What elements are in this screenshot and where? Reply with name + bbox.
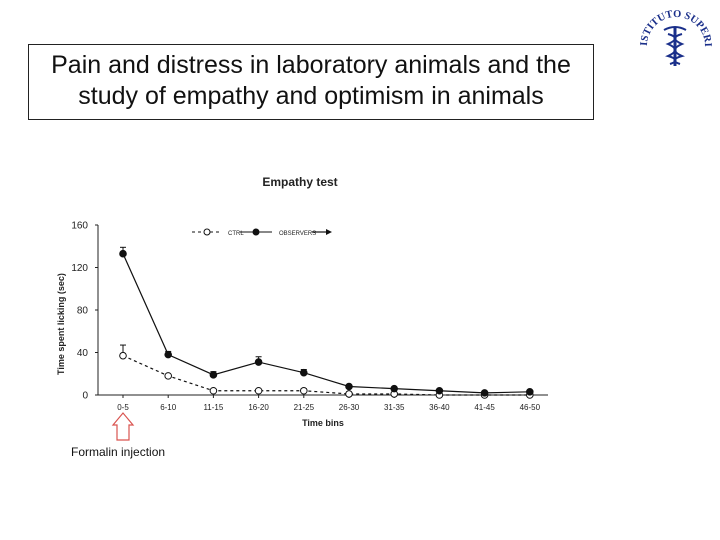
x-tick-label: 26-30 [339, 403, 360, 412]
y-axis-label: Time spent licking (sec) [56, 273, 66, 375]
formalin-arrow-icon [111, 412, 135, 441]
formalin-injection-label: Formalin injection [71, 445, 166, 459]
data-point-ctrl [300, 386, 308, 395]
data-point-observers [345, 382, 353, 391]
x-tick-label: 41-45 [474, 403, 495, 412]
title-box [28, 44, 594, 120]
data-point-observers [300, 368, 308, 377]
iss-logo: ISTITUTO SUPERIORE DI SANITÀ [634, 4, 713, 66]
y-tick-label: 120 [71, 263, 88, 274]
y-tick-label: 40 [77, 348, 89, 359]
series-line-ctrl [122, 355, 530, 396]
data-point-ctrl [345, 390, 353, 398]
series-line-observers [122, 253, 530, 394]
x-tick-label: 21-25 [294, 403, 315, 412]
x-tick-label: 11-15 [203, 403, 223, 412]
data-point-observers [390, 384, 399, 393]
x-tick-label: 6-10 [160, 403, 177, 412]
legend-item-ctrl: CTRL [192, 228, 244, 237]
legend-marker [203, 228, 211, 236]
caduceus-icon [663, 26, 687, 66]
data-point-observers [209, 371, 218, 379]
data-point-ctrl [209, 386, 218, 395]
series-observers [119, 246, 534, 397]
data-point-observers [119, 249, 127, 258]
chart-title: Empathy test [262, 175, 337, 189]
legend-arrow-icon [326, 229, 332, 235]
x-axis-label: Time bins [302, 418, 344, 428]
data-point-observers [435, 386, 444, 395]
y-tick-label: 160 [71, 221, 88, 232]
legend-label: CTRL [228, 231, 244, 237]
data-point-observers [254, 358, 263, 366]
data-point-observers [480, 389, 489, 397]
data-point-ctrl [254, 386, 263, 395]
x-tick-label: 16-20 [248, 403, 269, 412]
data-point-observers [164, 350, 172, 359]
data-point-ctrl [119, 351, 127, 360]
x-tick-label: 46-50 [520, 403, 541, 412]
y-tick-label: 80 [77, 306, 89, 317]
slide-title: Pain and distress in laboratory animals … [51, 51, 571, 110]
x-tick-label: 0-5 [117, 403, 129, 412]
series-ctrl [119, 344, 534, 399]
legend-marker [252, 228, 260, 236]
y-tick-label: 0 [82, 391, 88, 402]
x-tick-label: 36-40 [429, 403, 450, 412]
legend-label: OBSERVERS [279, 231, 316, 237]
data-point-ctrl [164, 372, 172, 380]
legend-item-observers: OBSERVERS [240, 228, 316, 237]
x-tick-label: 31-35 [384, 403, 405, 412]
data-point-observers [526, 388, 534, 396]
